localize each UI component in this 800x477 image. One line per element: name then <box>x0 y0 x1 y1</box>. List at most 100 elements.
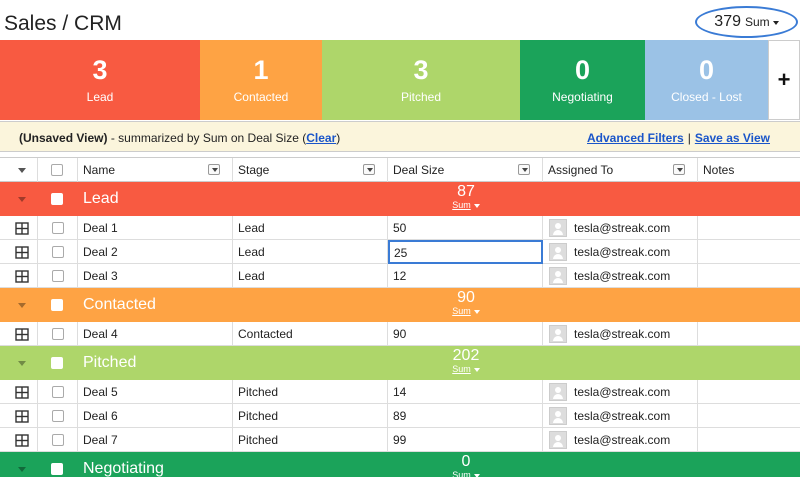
deal-size-cell[interactable]: 50 <box>388 216 543 240</box>
deal-name-cell[interactable]: Deal 5 <box>78 380 233 404</box>
assigned-to-cell[interactable] <box>543 428 698 452</box>
column-menu-icon[interactable] <box>208 164 220 175</box>
table-row[interactable]: Deal 6 Pitched 89 tesla@streak.com <box>0 404 800 428</box>
add-stage-button[interactable]: + <box>768 40 800 120</box>
group-sum[interactable]: 0 Sum <box>388 454 544 477</box>
group-header[interactable]: Lead 87 Sum <box>0 182 800 216</box>
select-all-checkbox[interactable] <box>51 164 63 176</box>
row-checkbox[interactable] <box>52 222 64 234</box>
row-checkbox[interactable] <box>52 270 64 282</box>
row-checkbox[interactable] <box>52 328 64 340</box>
notes-cell[interactable] <box>698 322 800 346</box>
deal-name-cell[interactable]: Deal 7 <box>78 428 233 452</box>
chevron-down-icon <box>473 203 480 208</box>
row-checkbox[interactable] <box>52 246 64 258</box>
deal-size-cell[interactable]: 14 <box>388 380 543 404</box>
deal-size-cell[interactable]: 25 <box>388 240 543 264</box>
table-row[interactable]: Deal 1 Lead 50 tesla@streak.com <box>0 216 800 240</box>
assigned-to-cell[interactable] <box>543 216 698 240</box>
stage-lead[interactable]: 3 Lead <box>0 40 200 120</box>
group-header[interactable]: Pitched 202 Sum <box>0 346 800 380</box>
deal-stage-cell[interactable]: Lead <box>233 264 388 288</box>
deal-size-cell[interactable]: 90 <box>388 322 543 346</box>
row-checkbox[interactable] <box>52 410 64 422</box>
expand-box-icon[interactable] <box>15 270 29 283</box>
stage-pitched[interactable]: 3 Pitched <box>322 40 520 120</box>
deal-stage-cell[interactable]: Contacted <box>233 322 388 346</box>
clear-link[interactable]: Clear <box>306 131 337 145</box>
column-deal-size[interactable]: Deal Size <box>388 158 543 182</box>
notes-cell[interactable] <box>698 264 800 288</box>
table-row[interactable]: Deal 2 Lead 25 tesla@streak.com <box>0 240 800 264</box>
group-checkbox[interactable] <box>51 299 63 311</box>
group-checkbox[interactable] <box>51 463 63 475</box>
group-sum-label[interactable]: Sum <box>388 200 544 210</box>
group-sum[interactable]: 202 Sum <box>388 348 544 374</box>
save-as-view-link[interactable]: Save as View <box>694 131 770 145</box>
deal-stage-cell[interactable]: Pitched <box>233 428 388 452</box>
collapse-caret-icon[interactable] <box>18 197 26 202</box>
column-name[interactable]: Name <box>78 158 233 182</box>
group-sum-label[interactable]: Sum <box>388 306 544 316</box>
assigned-to-cell[interactable] <box>543 404 698 428</box>
deal-name-cell[interactable]: Deal 6 <box>78 404 233 428</box>
group-sum[interactable]: 87 Sum <box>388 184 544 210</box>
expand-box-icon[interactable] <box>15 246 29 259</box>
expand-box-icon[interactable] <box>15 222 29 235</box>
table-row[interactable]: Deal 7 Pitched 99 tesla@streak.com <box>0 428 800 452</box>
collapse-caret-icon[interactable] <box>18 303 26 308</box>
notes-cell[interactable] <box>698 240 800 264</box>
deal-name-cell[interactable]: Deal 1 <box>78 216 233 240</box>
expand-box-icon[interactable] <box>15 328 29 341</box>
sum-selector[interactable]: 379 Sum <box>695 6 798 38</box>
table-row[interactable]: Deal 4 Contacted 90 tesla@streak.com <box>0 322 800 346</box>
group-sum-label[interactable]: Sum <box>388 364 544 374</box>
deal-size-cell[interactable]: 99 <box>388 428 543 452</box>
deal-stage-cell[interactable]: Lead <box>233 216 388 240</box>
table-row[interactable]: Deal 3 Lead 12 tesla@streak.com <box>0 264 800 288</box>
column-menu-icon[interactable] <box>673 164 685 175</box>
deal-stage-cell[interactable]: Pitched <box>233 380 388 404</box>
stage-negotiating[interactable]: 0 Negotiating <box>520 40 645 120</box>
deal-size-cell[interactable]: 12 <box>388 264 543 288</box>
row-checkbox[interactable] <box>52 434 64 446</box>
table-row[interactable]: Deal 5 Pitched 14 tesla@streak.com <box>0 380 800 404</box>
column-menu-icon[interactable] <box>363 164 375 175</box>
expand-box-icon[interactable] <box>15 386 29 399</box>
deal-stage-cell[interactable]: Pitched <box>233 404 388 428</box>
notes-cell[interactable] <box>698 428 800 452</box>
group-sum-label[interactable]: Sum <box>388 470 544 477</box>
page-title: Sales / CRM <box>4 12 122 35</box>
collapse-caret-icon[interactable] <box>18 361 26 366</box>
row-checkbox[interactable] <box>52 386 64 398</box>
column-assigned-to[interactable]: Assigned To <box>543 158 698 182</box>
chevron-down-icon <box>772 21 779 25</box>
group-checkbox[interactable] <box>51 193 63 205</box>
column-menu-icon[interactable] <box>518 164 530 175</box>
group-header[interactable]: Negotiating 0 Sum <box>0 452 800 477</box>
assigned-to-cell[interactable] <box>543 380 698 404</box>
expand-box-icon[interactable] <box>15 410 29 423</box>
column-notes[interactable]: Notes <box>698 158 800 182</box>
advanced-filters-link[interactable]: Advanced Filters <box>587 131 684 145</box>
expand-box-icon[interactable] <box>15 434 29 447</box>
deal-stage-cell[interactable]: Lead <box>233 240 388 264</box>
notes-cell[interactable] <box>698 216 800 240</box>
column-stage[interactable]: Stage <box>233 158 388 182</box>
select-menu-column[interactable] <box>0 158 38 182</box>
collapse-caret-icon[interactable] <box>18 467 26 472</box>
notes-cell[interactable] <box>698 404 800 428</box>
stage-closed-lost[interactable]: 0 Closed - Lost <box>645 40 768 120</box>
deal-name-cell[interactable]: Deal 3 <box>78 264 233 288</box>
deal-size-cell[interactable]: 89 <box>388 404 543 428</box>
group-checkbox[interactable] <box>51 357 63 369</box>
assigned-to-cell[interactable] <box>543 240 698 264</box>
notes-cell[interactable] <box>698 380 800 404</box>
assigned-to-cell[interactable] <box>543 322 698 346</box>
assigned-to-cell[interactable] <box>543 264 698 288</box>
group-header[interactable]: Contacted 90 Sum <box>0 288 800 322</box>
stage-contacted[interactable]: 1 Contacted <box>200 40 322 120</box>
deal-name-cell[interactable]: Deal 2 <box>78 240 233 264</box>
deal-name-cell[interactable]: Deal 4 <box>78 322 233 346</box>
group-sum[interactable]: 90 Sum <box>388 290 544 316</box>
